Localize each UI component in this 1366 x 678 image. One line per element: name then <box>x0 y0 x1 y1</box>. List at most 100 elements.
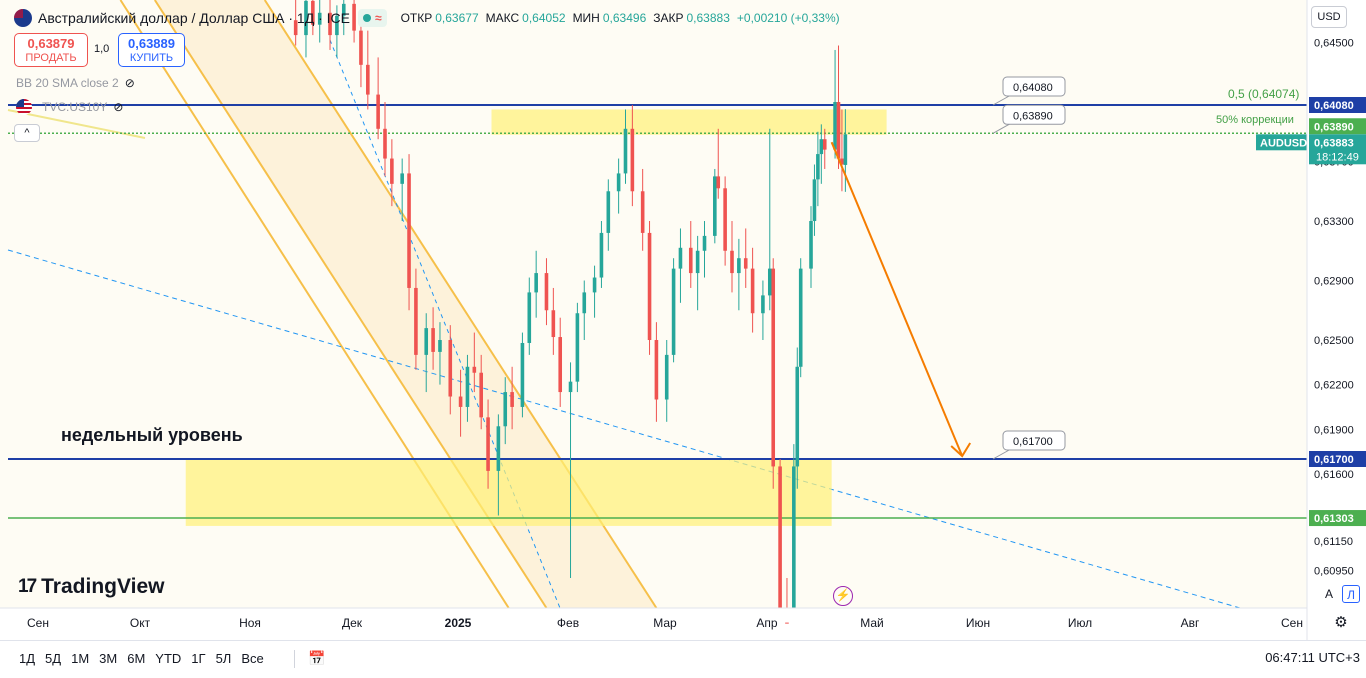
price-tick-label: 0,62900 <box>1314 276 1354 288</box>
time-tick-label: Мар <box>653 616 677 630</box>
range-button[interactable]: 1Д <box>19 651 36 666</box>
candle-body <box>606 191 611 233</box>
time-tick-label: Ноя <box>239 616 261 630</box>
price-tick-label: 0,63300 <box>1314 216 1354 228</box>
calendar-icon[interactable]: 📅 <box>308 650 326 666</box>
time-tick-label: Сен <box>27 616 49 630</box>
time-tick-label: Дек <box>342 616 363 630</box>
candle-body <box>737 258 741 274</box>
sell-button[interactable]: 0,63879 ПРОДАТЬ <box>14 33 88 67</box>
time-tick-label: 2025 <box>445 616 472 630</box>
candle-body <box>792 466 796 608</box>
candle-body <box>390 158 394 184</box>
callout-pointer-0 <box>992 94 1012 106</box>
close-label: ЗАКР <box>653 11 684 25</box>
candle-body <box>785 622 789 624</box>
price-chart[interactable]: 0,64080 0,63890 0,61700 0,5 (0,64074) 50% ко… <box>0 0 1366 640</box>
range-button[interactable]: 1М <box>71 651 90 666</box>
buy-button[interactable]: 0,63889 КУПИТЬ <box>118 33 185 67</box>
fib-label-level: 0,5 (0,64074) <box>1228 87 1299 101</box>
candle-body <box>465 366 470 407</box>
price-label-text: 0,63883 <box>1314 137 1354 149</box>
chevron-up-icon: ^ <box>24 127 30 139</box>
candle-body <box>816 154 820 180</box>
candle-body <box>616 173 621 192</box>
range-button[interactable]: Все <box>241 651 264 666</box>
indicator-us10y[interactable]: TVC:US10Y ⊘ <box>16 99 123 115</box>
range-button[interactable]: 5Л <box>215 651 232 666</box>
candle-body <box>730 250 734 274</box>
callout-pointer-2 <box>992 448 1012 460</box>
eye-off-icon[interactable]: ⊘ <box>113 100 124 114</box>
candle-body <box>843 134 848 165</box>
currency-selector[interactable]: USD <box>1311 6 1347 28</box>
range-button[interactable]: 6М <box>127 651 146 666</box>
callout-pointer-1 <box>992 122 1012 134</box>
time-tick-label: Сен <box>1281 616 1303 630</box>
trendline-dashed-short <box>329 39 561 609</box>
high-value: 0,64052 <box>522 11 566 25</box>
eye-off-icon[interactable]: ⊘ <box>124 76 135 90</box>
range-button[interactable]: 5Д <box>45 651 62 666</box>
candle-body <box>833 102 837 150</box>
candle-body <box>407 173 411 288</box>
candle-body <box>534 273 538 293</box>
market-status-badge[interactable]: ≈ <box>357 9 387 27</box>
countdown-text: 18:12:49 <box>1316 151 1359 163</box>
callout-text-2: 0,61700 <box>1013 436 1053 448</box>
price-label-box <box>1309 451 1366 467</box>
spread-value: 1,0 <box>94 43 110 55</box>
collapse-legend-button[interactable]: ^ <box>14 124 40 142</box>
callout-box-0 <box>1002 76 1066 97</box>
log-scale-button[interactable]: Л <box>1342 585 1360 603</box>
ohlc-values: ОТКР 0,63677 МАКС 0,64052 МИН 0,63496 ЗАКР 0… <box>401 11 844 25</box>
candle-body <box>328 12 332 36</box>
candle-body <box>438 340 442 352</box>
indicator-bb-label: BB 20 SMA close 2 <box>16 76 119 90</box>
range-button[interactable]: YTD <box>155 651 182 666</box>
low-label: МИН <box>572 11 600 25</box>
candle-body <box>812 179 817 222</box>
toolbar-divider <box>294 650 295 668</box>
lightning-icon[interactable]: ⚡ <box>833 586 853 606</box>
candle-body <box>424 328 429 355</box>
candle-body <box>317 12 322 25</box>
candle-body <box>431 328 435 352</box>
candle-body <box>671 268 676 355</box>
time-axis-background <box>0 608 1307 640</box>
range-button[interactable]: 3М <box>99 651 118 666</box>
candle-body <box>795 366 800 467</box>
price-tick-label: 0,61150 <box>1314 536 1353 548</box>
candle-body <box>599 232 604 278</box>
candle-body <box>341 3 346 16</box>
buy-price: 0,63889 <box>128 36 175 51</box>
range-button[interactable]: 1Г <box>191 651 206 666</box>
symbol-tag-text: AUDUSD <box>1260 137 1307 149</box>
usa-flag-icon <box>16 99 32 115</box>
symbol-tag-box <box>1256 134 1307 151</box>
candle-body <box>743 258 748 269</box>
indicator-bb[interactable]: BB 20 SMA close 2 ⊘ <box>16 76 135 90</box>
candle-body <box>383 128 387 159</box>
price-tick-label: 0,64500 <box>1314 38 1354 50</box>
candle-body <box>654 340 659 400</box>
gear-icon[interactable]: ⚙ <box>1334 614 1348 631</box>
candle-body <box>695 250 700 274</box>
bottom-toolbar: 1Д 5Д 1М 3М 6М YTD 1Г 5Л Все 📅 06:47:11 UTC+3 <box>0 640 1366 678</box>
tradingview-mark-icon: 17 <box>18 576 37 597</box>
candle-body <box>623 128 628 174</box>
clock-display[interactable]: 06:47:11 UTC+3 <box>1265 650 1360 665</box>
candle-body <box>544 273 549 311</box>
zone-weekly-support <box>185 459 832 526</box>
candle-body <box>819 139 824 155</box>
time-tick-label: Окт <box>130 616 151 630</box>
price-label-text: 0,64080 <box>1314 100 1354 112</box>
weekly-level-label: недельный уровень <box>61 425 243 445</box>
candle-body <box>716 176 721 189</box>
price-label-box <box>1309 134 1366 165</box>
candle-body <box>400 173 404 184</box>
tradingview-logo[interactable]: 17 TradingView <box>18 575 164 599</box>
auto-scale-button[interactable]: A <box>1324 587 1333 601</box>
symbol-title[interactable]: Австралийский доллар / Доллар США · 1Д ·… <box>38 10 350 26</box>
candle-body <box>414 287 418 355</box>
